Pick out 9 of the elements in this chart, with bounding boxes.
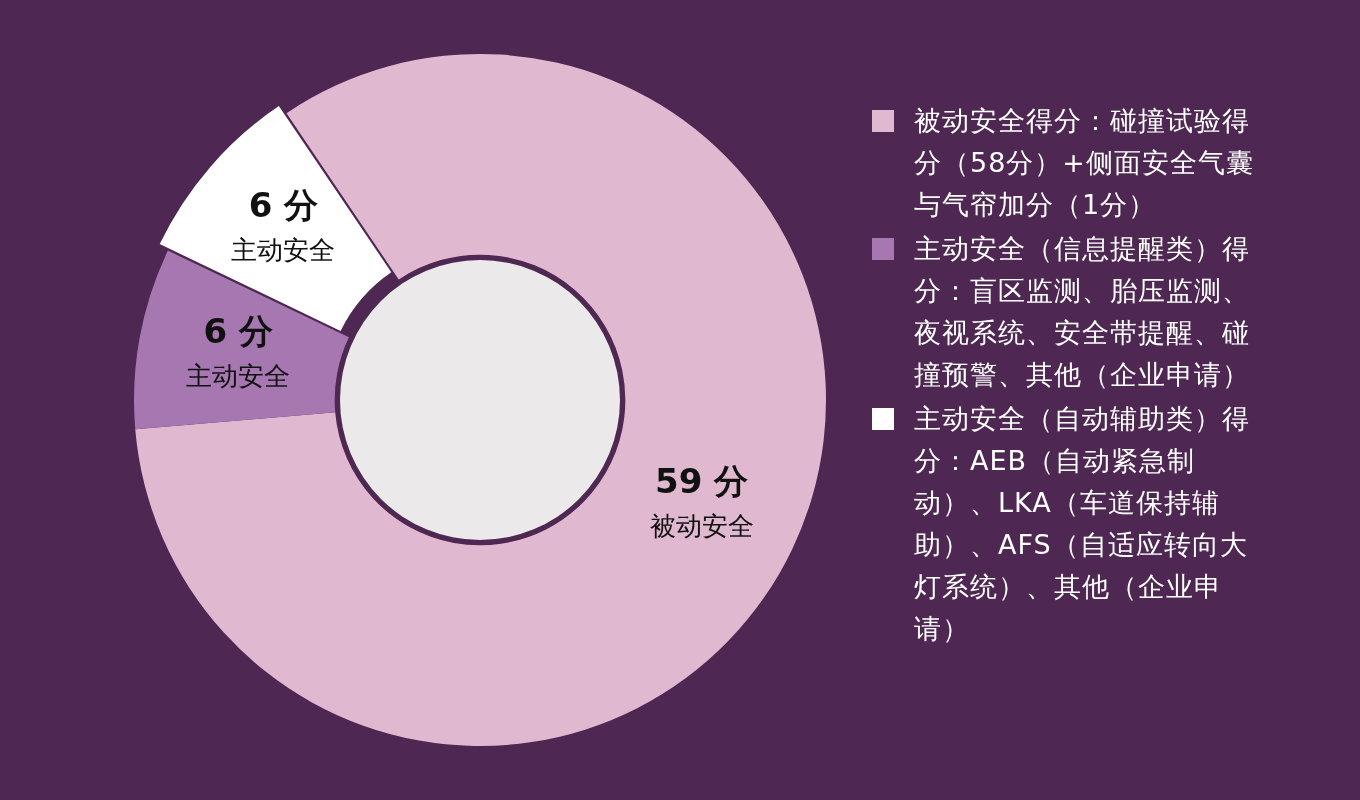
data-label: 59 分 bbox=[655, 460, 749, 501]
legend-label: 主动安全（信息提醒类）得分：盲区监测、胎压监测、夜视系统、安全带提醒、碰撞预警、其他（企业申请） bbox=[914, 232, 1251, 392]
text: 被动安全 bbox=[649, 510, 754, 541]
data-label: 6 分 bbox=[248, 185, 319, 226]
legend-label: 被动安全得分：碰撞试验得分（58分）+侧面安全气囊与气帘加分（1分） bbox=[914, 104, 1255, 222]
legend-label: 主动安全（自动辅助类）得分：AEB（自动紧急制动）、LKA（车道保持辅助）、AFS（自适应转向大灯系统）、其他（企业申请） bbox=[914, 402, 1251, 646]
data-label: 6 分 bbox=[203, 310, 274, 351]
text: 主动安全 bbox=[231, 235, 336, 266]
text: 主动安全 bbox=[186, 360, 291, 391]
